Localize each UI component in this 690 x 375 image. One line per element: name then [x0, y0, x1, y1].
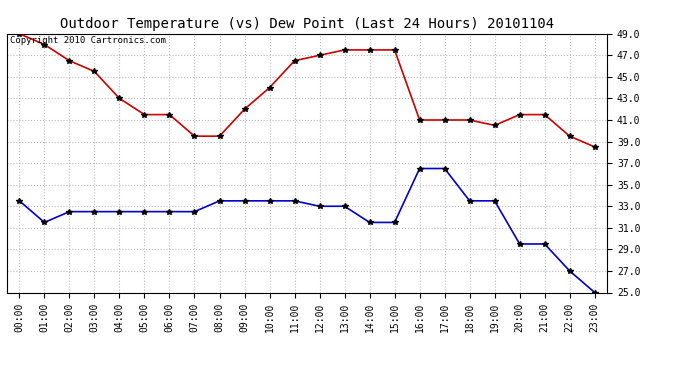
Title: Outdoor Temperature (vs) Dew Point (Last 24 Hours) 20101104: Outdoor Temperature (vs) Dew Point (Last…: [60, 17, 554, 31]
Text: Copyright 2010 Cartronics.com: Copyright 2010 Cartronics.com: [10, 36, 166, 45]
